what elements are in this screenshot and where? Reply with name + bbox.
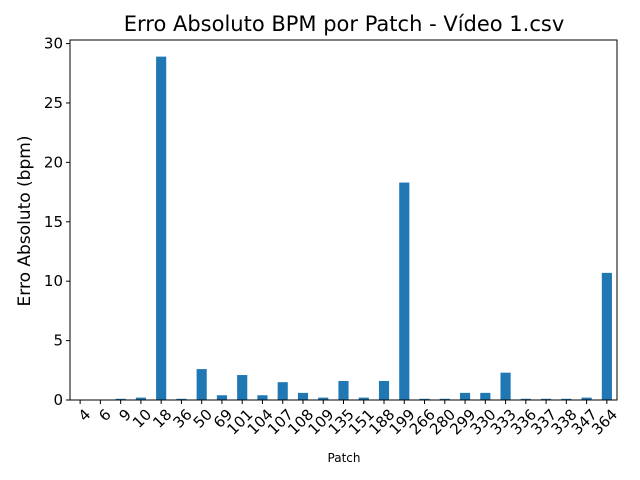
bar-patch-151 — [358, 397, 369, 400]
bar-patch-135 — [338, 380, 349, 400]
bar-patch-280 — [439, 398, 450, 400]
chart-title: Erro Absoluto BPM por Patch - Vídeo 1.cs… — [124, 12, 565, 36]
y-tick-label: 15 — [44, 213, 63, 231]
y-tick-label: 10 — [44, 272, 63, 290]
y-tick-label: 0 — [53, 391, 63, 409]
y-tick-label: 20 — [44, 153, 63, 171]
bar-patch-36 — [176, 398, 187, 400]
bar-patch-104 — [257, 395, 268, 400]
bar-patch-10 — [135, 397, 146, 400]
y-tick-label: 30 — [44, 35, 63, 53]
y-ticks-group: 0 5 10 15 20 25 30 — [44, 35, 70, 409]
x-axis-label: Patch — [328, 451, 361, 465]
bar-patch-333 — [500, 372, 511, 400]
x-tick-label: 4 — [75, 406, 94, 425]
bar-patch-364 — [601, 272, 612, 400]
x-ticks-group: 4 6 91018365069101104107108109135151188199… — [75, 400, 621, 439]
y-tick-label: 25 — [44, 94, 63, 112]
bar-patch-347 — [581, 397, 592, 400]
y-tick-label: 5 — [53, 332, 63, 350]
bar-patch-108 — [297, 392, 309, 400]
x-tick-label: 364 — [588, 406, 621, 439]
y-axis-label: Erro Absoluto (bpm) — [15, 136, 35, 307]
bar-patch-18 — [156, 56, 167, 400]
bar-patch-338 — [561, 398, 572, 400]
bar-patch-337 — [541, 398, 552, 400]
x-tick-label: 6 — [95, 406, 114, 425]
bar-patch-188 — [378, 380, 390, 400]
bar-patch-50 — [196, 369, 207, 400]
bar-patch-101 — [237, 375, 248, 400]
bar-patch-109 — [318, 397, 329, 400]
bar-patch-69 — [216, 395, 228, 400]
bar-patch-266 — [419, 398, 430, 400]
bar-patch-336 — [520, 398, 531, 400]
plot-frame — [69, 39, 618, 401]
bar-patch-199 — [399, 182, 410, 400]
bar-patch-299 — [459, 392, 471, 400]
bar-patch-107 — [277, 382, 288, 400]
bars-group — [75, 56, 612, 400]
bar-patch-330 — [480, 392, 491, 400]
bar-patch-9 — [115, 398, 126, 400]
